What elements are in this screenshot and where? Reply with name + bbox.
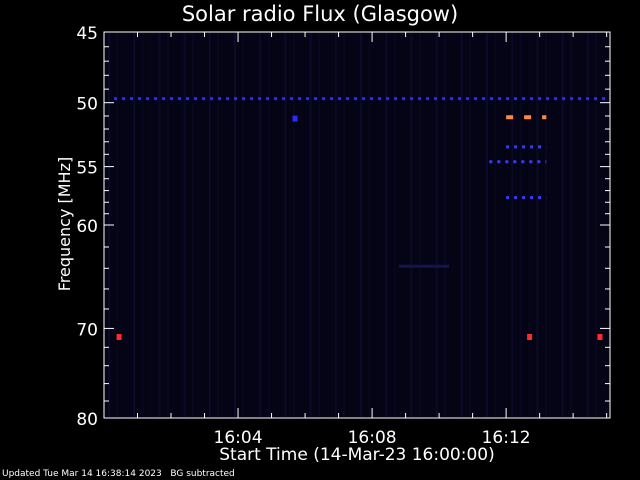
y-tick-label: 45 — [76, 24, 98, 44]
chart-title: Solar radio Flux (Glasgow) — [181, 2, 459, 26]
noise-streak — [343, 33, 346, 417]
noise-streak — [334, 33, 337, 417]
emission-spot — [116, 333, 122, 340]
y-tick-label: 55 — [76, 159, 98, 179]
noise-streak — [570, 33, 572, 417]
noise-streak — [502, 33, 505, 417]
y-axis: 45 50 55 60 70 80 — [76, 24, 610, 430]
noise-streak — [385, 33, 388, 417]
noise-streak — [578, 33, 581, 417]
noise-streak — [259, 33, 262, 417]
noise-streak — [217, 33, 220, 417]
noise-streak — [511, 33, 514, 417]
y-axis-label: Frequency [MHz] — [55, 156, 74, 292]
noise-streak — [116, 33, 119, 417]
noise-streak — [133, 33, 136, 417]
noise-streak — [242, 33, 245, 417]
noise-streak — [460, 33, 463, 417]
noise-streak — [301, 33, 304, 417]
noise-streak — [326, 33, 329, 417]
noise-streak — [166, 33, 169, 417]
footer-status: Updated Tue Mar 14 16:38:14 2023 BG subt… — [2, 469, 235, 479]
noise-streak — [469, 33, 472, 417]
noise-streak — [553, 33, 556, 417]
y-tick-label: 80 — [76, 410, 98, 430]
y-tick-label: 60 — [76, 217, 98, 237]
noise-streak — [150, 33, 152, 417]
updated-timestamp: Updated Tue Mar 14 16:38:14 2023 — [2, 469, 162, 479]
noise-streak — [158, 33, 161, 417]
noise-streak — [351, 33, 354, 417]
emission-spot — [292, 115, 298, 122]
noise-streak — [452, 33, 455, 417]
noise-streak — [200, 33, 203, 417]
noise-streak — [595, 33, 598, 417]
noise-streak — [292, 33, 295, 417]
noise-streak — [141, 33, 144, 417]
noise-streak — [208, 33, 211, 417]
x-axis: 16:04 16:08 16:12 — [137, 32, 608, 448]
noise-streak — [276, 33, 278, 417]
noise-streak — [368, 33, 371, 417]
bg-subtracted-note: BG subtracted — [170, 469, 235, 479]
noise-streak — [267, 33, 270, 417]
noise-streak — [519, 33, 522, 417]
y-tick-label: 50 — [76, 95, 98, 115]
noise-streak — [183, 33, 186, 417]
noise-streak — [393, 33, 396, 417]
noise-streak — [444, 33, 446, 417]
noise-streak — [284, 33, 287, 417]
y-tick-label: 70 — [76, 320, 98, 340]
noise-streak — [528, 33, 530, 417]
noise-streak — [175, 33, 178, 417]
noise-streak — [477, 33, 480, 417]
emission-spot — [527, 333, 533, 340]
x-axis-label: Start Time (14-Mar-23 16:00:00) — [219, 445, 495, 465]
noise-streak — [561, 33, 564, 417]
noise-streak — [234, 33, 236, 417]
noise-streak — [486, 33, 488, 417]
noise-streak — [435, 33, 438, 417]
noise-streak — [410, 33, 413, 417]
spectrogram-streaks — [108, 33, 606, 417]
noise-streak — [192, 33, 194, 417]
noise-streak — [427, 33, 430, 417]
plot-background — [104, 32, 610, 418]
x-tick-label: 16:08 — [348, 428, 397, 448]
noise-streak — [536, 33, 539, 417]
noise-streak — [309, 33, 312, 417]
emission-spot — [597, 333, 603, 340]
noise-streak — [586, 33, 589, 417]
noise-streak — [318, 33, 320, 417]
spectrogram-features — [114, 97, 607, 340]
noise-streak — [544, 33, 547, 417]
noise-streak — [250, 33, 253, 417]
x-tick-label: 16:12 — [482, 428, 531, 448]
noise-streak — [494, 33, 497, 417]
noise-streak — [376, 33, 379, 417]
noise-streak — [402, 33, 404, 417]
noise-streak — [418, 33, 421, 417]
noise-streak — [360, 33, 362, 417]
noise-streak — [225, 33, 228, 417]
x-tick-label: 16:04 — [214, 428, 263, 448]
noise-streak — [124, 33, 127, 417]
